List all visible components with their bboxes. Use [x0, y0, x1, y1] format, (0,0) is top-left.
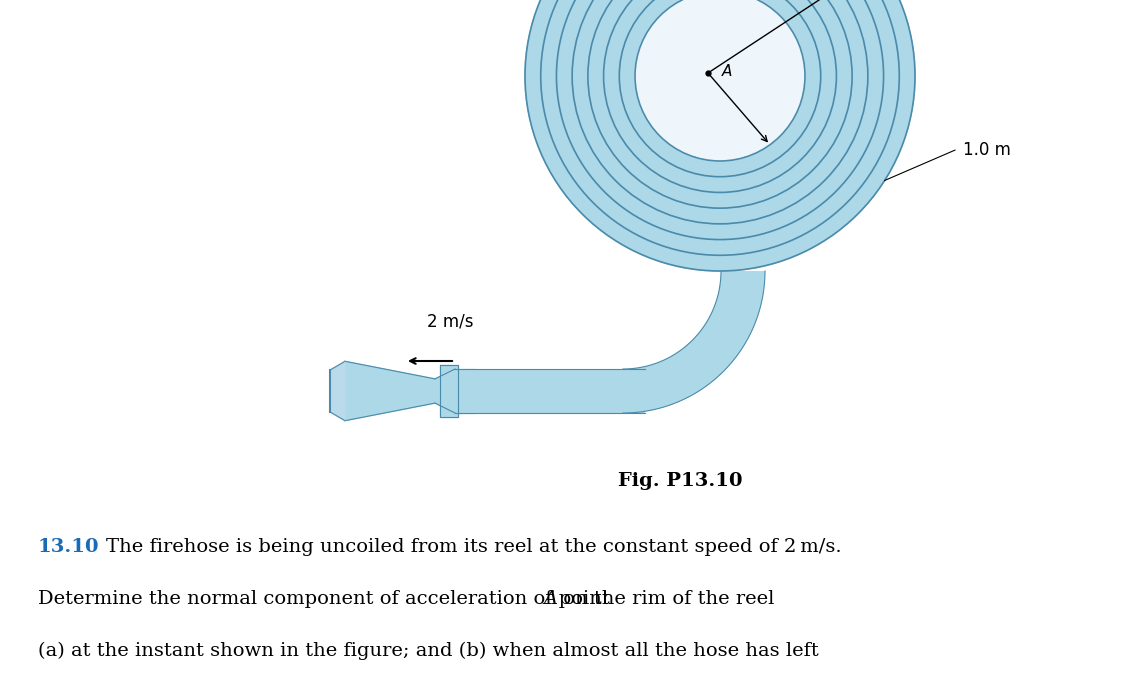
Text: The firehose is being uncoiled from its reel at the constant speed of 2 m/s.: The firehose is being uncoiled from its …	[106, 538, 842, 556]
Polygon shape	[455, 369, 475, 413]
Text: Determine the normal component of acceleration of point: Determine the normal component of accele…	[38, 590, 616, 608]
Polygon shape	[440, 364, 458, 417]
Text: Fig. P13.10: Fig. P13.10	[618, 472, 742, 490]
Circle shape	[634, 0, 805, 161]
Text: 13.10: 13.10	[38, 538, 99, 556]
Text: on the rim of the reel: on the rim of the reel	[557, 590, 774, 608]
Text: A: A	[543, 590, 557, 608]
Polygon shape	[330, 361, 345, 420]
Text: (a) at the instant shown in the figure; and (b) when almost all the hose has lef: (a) at the instant shown in the figure; …	[38, 642, 819, 660]
Text: 2 m/s: 2 m/s	[426, 313, 474, 331]
Polygon shape	[435, 369, 454, 413]
Circle shape	[525, 0, 915, 271]
Polygon shape	[623, 271, 765, 413]
Text: 1.0 m: 1.0 m	[963, 141, 1011, 159]
Polygon shape	[345, 361, 435, 420]
Text: A: A	[722, 64, 732, 78]
Polygon shape	[475, 369, 645, 413]
